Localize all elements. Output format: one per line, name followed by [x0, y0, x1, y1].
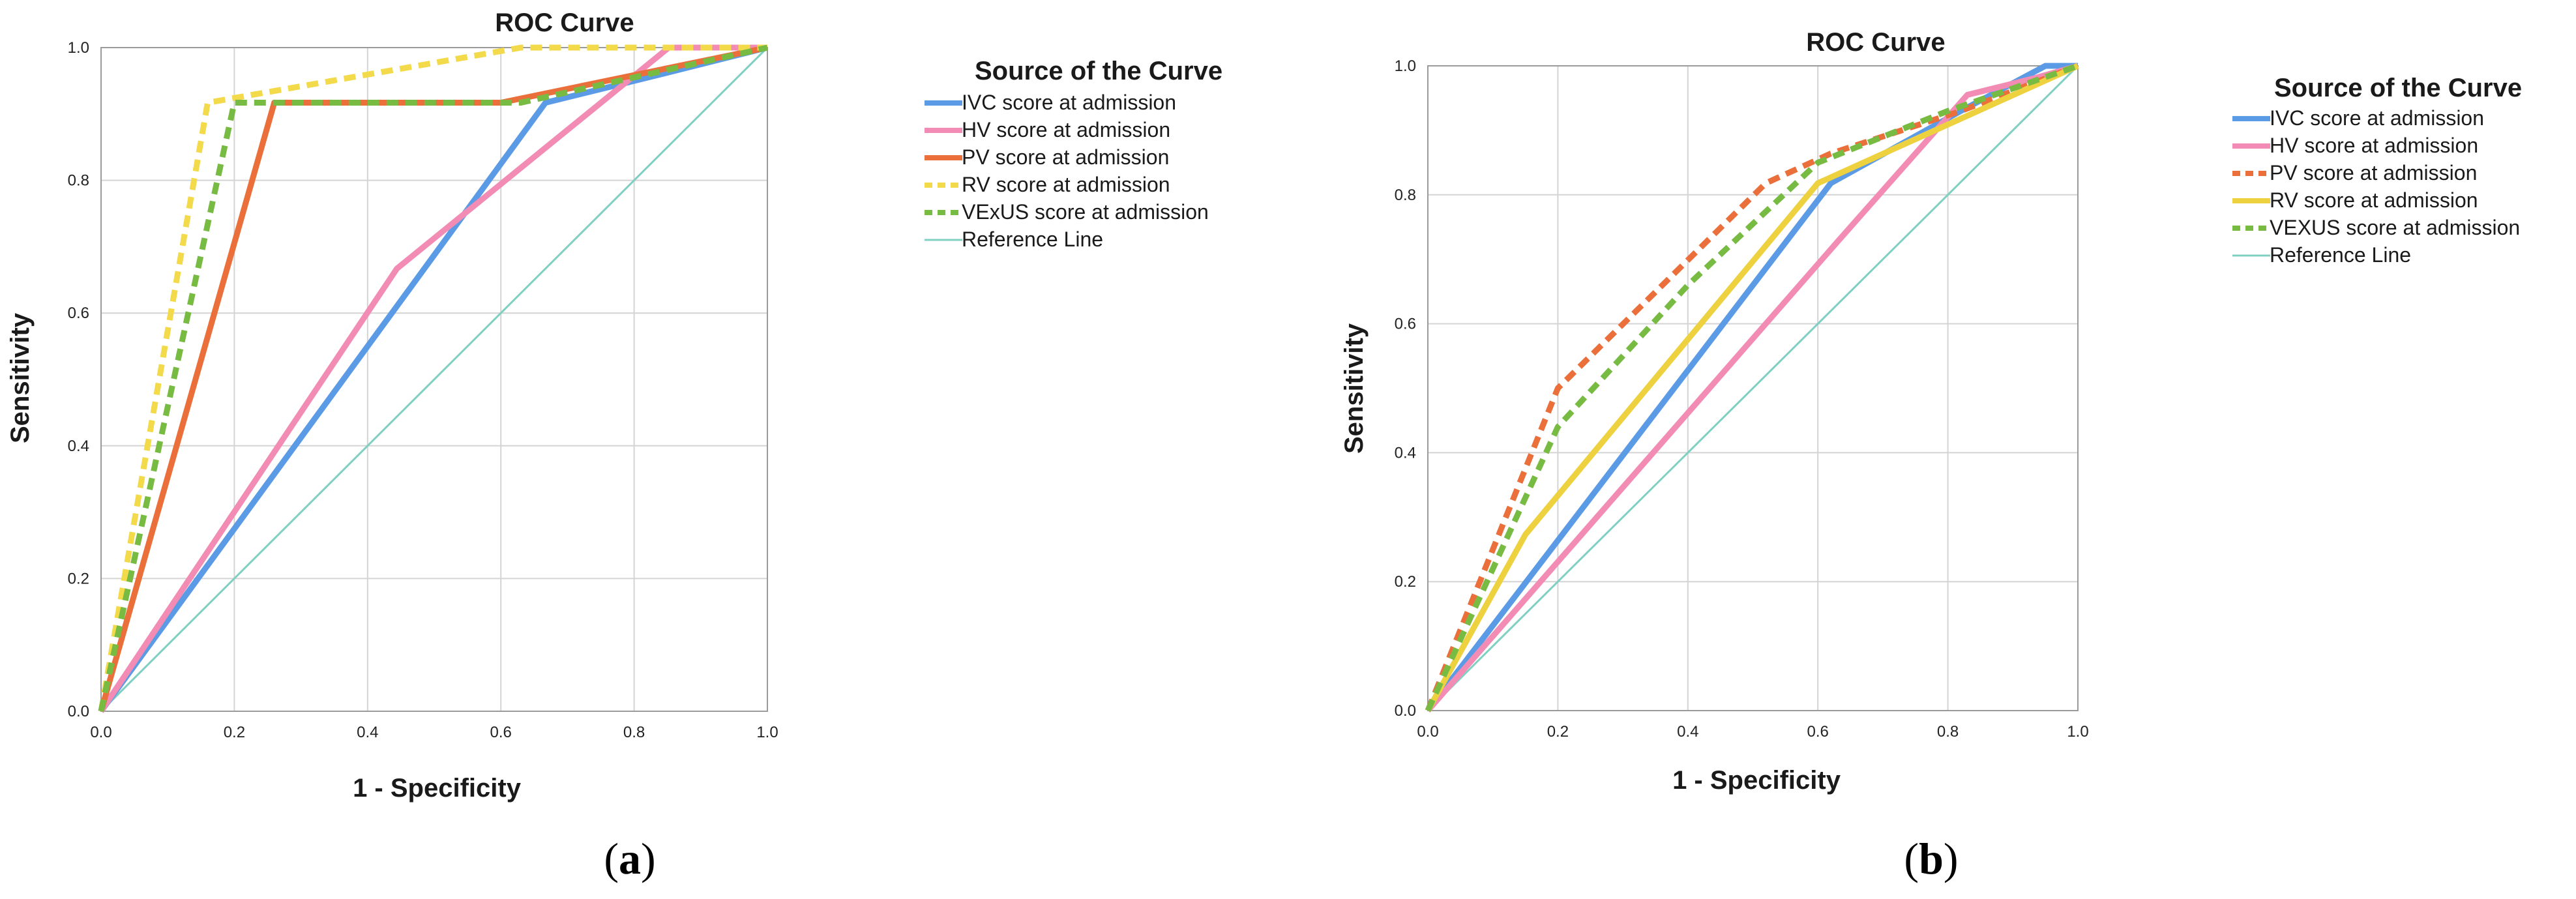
y-tick-label-a: 0.0: [68, 703, 89, 720]
y-tick-label-a: 1.0: [68, 39, 89, 57]
panel-letter-a: a: [619, 834, 641, 883]
y-tick-label-b: 0.4: [1395, 444, 1416, 462]
y-tick-label-a: 0.6: [68, 304, 89, 322]
chart-title-b: ROC Curve: [1806, 28, 1945, 57]
x-tick-label-a: 0.0: [90, 724, 111, 741]
x-tick-label-a: 1.0: [756, 724, 778, 741]
legend-entry-b-1: HV score at admission: [2270, 134, 2478, 157]
x-tick-label-b: 0.0: [1417, 723, 1438, 741]
series-line-a-5: [100, 46, 769, 713]
x-axis-label-b: 1 - Specificity: [1672, 766, 1841, 795]
series-line-a-3: [98, 44, 767, 712]
x-tick-label-b: 0.6: [1807, 723, 1829, 741]
series-line-b-4: [1425, 63, 2079, 712]
legend-entry-a-3: RV score at admission: [962, 173, 1170, 196]
x-tick-label-b: 0.2: [1547, 723, 1569, 741]
legend-entry-a-2: PV score at admission: [962, 145, 1169, 169]
series-line-b-0: [1425, 63, 2078, 713]
y-axis-label-a: Sensitivity: [6, 312, 35, 443]
x-tick-label-a: 0.8: [623, 724, 645, 741]
legend-entry-b-4: VEXUS score at admission: [2270, 216, 2520, 239]
series-line-b-2: [1425, 63, 2079, 712]
panel-b: 0.0 0.2 0.4 0.6 0.8 1.0 0.0 0.2 0.4 0.6 0.8 1.0 ROC…: [1340, 28, 2522, 883]
legend-entry-b-5: Reference Line: [2270, 243, 2411, 267]
x-tick-label-b: 1.0: [2067, 723, 2088, 741]
legend-entry-b-0: IVC score at admission: [2270, 106, 2484, 130]
legend-entry-b-3: RV score at admission: [2270, 188, 2478, 212]
legend-entry-a-0: IVC score at admission: [962, 91, 1176, 114]
legend-a: IVC score at admission HV score at admiss…: [925, 91, 1209, 251]
legend-entry-a-1: HV score at admission: [962, 118, 1170, 141]
y-tick-label-a: 0.2: [68, 570, 89, 587]
legend-entry-b-2: PV score at admission: [2270, 161, 2477, 184]
panel-letter-b: b: [1919, 834, 1944, 883]
series-group-b: [1425, 63, 2079, 713]
y-tick-label-b: 1.0: [1395, 57, 1416, 75]
plot-frame-b: [1427, 65, 2079, 711]
y-tick-label-a: 0.4: [68, 437, 89, 455]
chart-title-a: ROC Curve: [495, 8, 634, 37]
ticks-a: 0.0 0.2 0.4 0.6 0.8 1.0 0.0 0.2 0.4 0.6 0.8 1.0: [68, 39, 778, 741]
legend-title-a: Source of the Curve: [975, 57, 1222, 85]
y-tick-label-b: 0.2: [1395, 573, 1416, 591]
panel-label-b: (b): [1904, 834, 1958, 883]
x-tick-label-b: 0.8: [1937, 723, 1959, 741]
y-tick-label-b: 0.6: [1395, 316, 1416, 333]
series-line-a-4: [98, 44, 768, 712]
y-tick-label-a: 0.8: [68, 172, 89, 190]
x-tick-label-b: 0.4: [1677, 723, 1698, 741]
y-tick-label-b: 0.8: [1395, 186, 1416, 204]
x-tick-label-a: 0.6: [490, 724, 512, 741]
legend-b: IVC score at admission HV score at admiss…: [2232, 106, 2520, 267]
x-tick-label-a: 0.4: [357, 724, 378, 741]
plot-frame-a: [100, 47, 768, 712]
legend-entry-a-4: VExUS score at admission: [962, 200, 1209, 224]
y-axis-label-b: Sensitivity: [1340, 323, 1369, 454]
legend-title-b: Source of the Curve: [2274, 74, 2522, 102]
x-tick-label-a: 0.2: [224, 724, 245, 741]
series-line-b-5: [1427, 65, 2079, 712]
series-line-b-3: [1425, 63, 2079, 713]
series-group-a: [98, 44, 769, 713]
panel-a: 0.0 0.2 0.4 0.6 0.8 1.0 0.0 0.2 0.4 0.6 0.8 1.0 ROC…: [6, 8, 1222, 883]
x-axis-label-a: 1 - Specificity: [353, 774, 522, 803]
ticks-b: 0.0 0.2 0.4 0.6 0.8 1.0 0.0 0.2 0.4 0.6 0.8 1.0: [1395, 57, 2089, 741]
y-tick-label-b: 0.0: [1395, 702, 1416, 720]
panel-label-a: (a): [604, 834, 655, 883]
series-line-a-1: [98, 44, 767, 713]
legend-entry-a-5: Reference Line: [962, 228, 1103, 251]
